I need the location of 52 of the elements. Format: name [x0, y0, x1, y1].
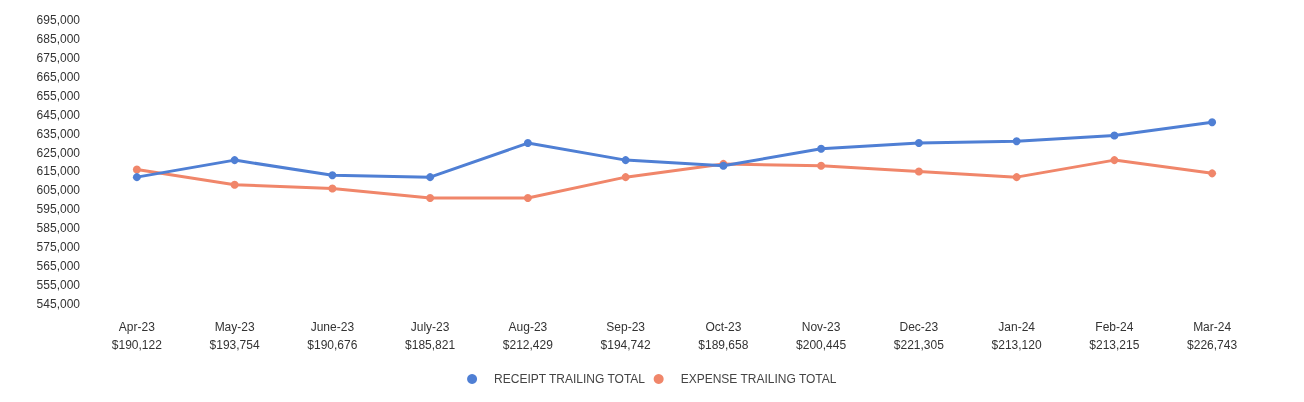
legend-label: EXPENSE TRAILING TOTAL — [680, 372, 837, 386]
x-tick-label: June-23 $190,676 — [307, 320, 358, 352]
y-tick-label: 635,000 — [36, 126, 81, 141]
x-tick-label: Mar-24 $226,743 — [1187, 320, 1238, 352]
point — [132, 173, 141, 182]
y-tick-label: 595,000 — [36, 202, 81, 217]
x-tick-label: Oct-23 $189,658 — [698, 320, 749, 352]
point — [426, 173, 435, 182]
y-tick-label: 565,000 — [36, 259, 81, 274]
x-tick-label: Jan-24 $213,120 — [991, 320, 1042, 352]
point — [1012, 173, 1021, 182]
point — [817, 144, 826, 153]
y-tick-label: 665,000 — [36, 69, 81, 84]
y-tick-label: 585,000 — [36, 221, 81, 236]
y-tick-label: 545,000 — [36, 297, 81, 311]
y-tick-label: 695,000 — [36, 13, 81, 27]
point — [1110, 131, 1119, 140]
x-tick-label: July-23 $185,821 — [405, 320, 456, 352]
x-tick-label: Dec-23 $221,305 — [893, 320, 945, 352]
point — [523, 193, 532, 202]
y-tick-label: 625,000 — [36, 145, 81, 160]
x-tick-label: Nov-23 $200,445 — [796, 320, 847, 352]
point — [1110, 156, 1119, 165]
point — [1012, 137, 1021, 146]
point — [328, 184, 337, 193]
point — [817, 161, 826, 170]
point — [914, 167, 923, 176]
y-tick-label: 655,000 — [36, 88, 81, 103]
point — [132, 165, 141, 174]
y-tick-label: 575,000 — [36, 240, 81, 255]
y-tick-label: 555,000 — [36, 278, 81, 293]
point — [621, 173, 630, 182]
y-tick-label: 645,000 — [36, 107, 81, 122]
y-tick-label: 675,000 — [36, 50, 81, 65]
point — [230, 180, 239, 189]
point — [914, 139, 923, 148]
point — [426, 193, 435, 202]
x-tick-label: May-23 $193,754 — [209, 320, 260, 352]
x-tick-label: Feb-24 $213,215 — [1089, 320, 1140, 352]
y-tick-label: 685,000 — [36, 31, 81, 46]
y-tick-label: 615,000 — [36, 164, 81, 179]
legend-label: RECEIPT TRAILING TOTAL — [494, 372, 646, 386]
x-tick-label: Aug-23 $212,429 — [502, 320, 554, 352]
point — [1208, 169, 1217, 178]
y-tick-label: 605,000 — [36, 183, 81, 198]
point — [1208, 118, 1217, 127]
x-tick-label: Sep-23 $194,742 — [600, 320, 651, 352]
x-tick-label: Apr-23 $190,122 — [111, 320, 163, 352]
point — [523, 139, 532, 148]
point — [230, 156, 239, 165]
point — [621, 156, 630, 165]
point — [328, 171, 337, 180]
